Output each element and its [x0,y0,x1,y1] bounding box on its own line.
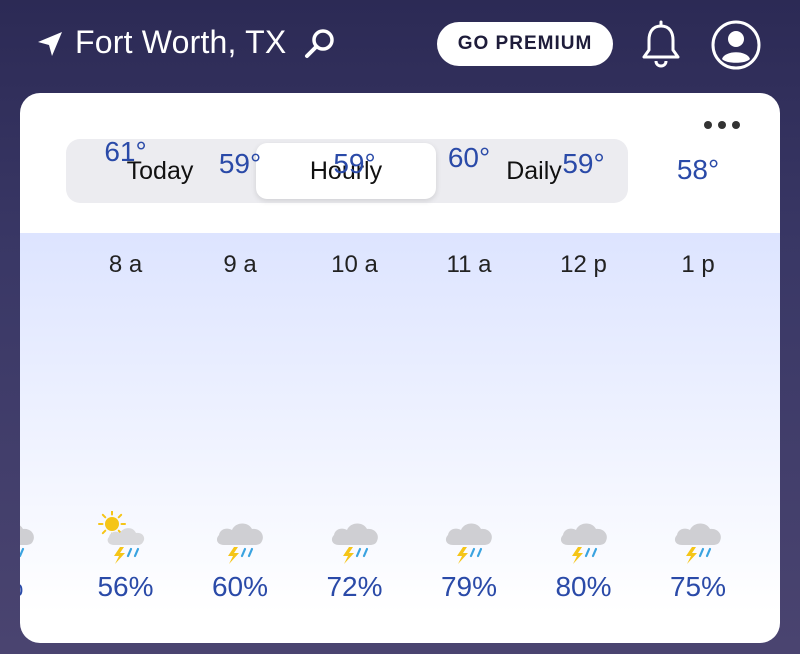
hour-temperature: 59° [333,147,376,179]
tab-daily[interactable]: Daily [506,156,562,185]
hour-temperature: ° [20,130,68,162]
hour-temperature: 61° [104,136,147,168]
account-icon[interactable] [711,20,761,70]
thunderstorm-icon [331,523,378,564]
hour-time: 11 a [446,251,492,278]
hour-column[interactable]: 11 a 60° 79% [412,142,526,613]
forecast-card: Today Hourly Daily a°%8 a61°56%9 a59°60%… [20,93,780,643]
more-options-icon[interactable] [700,117,744,133]
hour-column[interactable]: 12 p 59° 80% [527,148,641,613]
hour-precipitation: 80% [555,571,612,602]
hour-precipitation: 56% [97,571,154,602]
bell-icon[interactable] [639,20,683,68]
hour-temperature: 58° [676,153,720,185]
thunderstorm-icon [560,523,607,564]
thunderstorm-icon [674,523,721,564]
hour-column[interactable]: 8 a 61° 56% [69,136,183,613]
hour-column[interactable]: 1 p 58° 75% [641,154,755,613]
hour-precipitation: 60% [211,571,269,602]
go-premium-button[interactable]: GO PREMIUM [437,22,613,66]
hour-column[interactable]: 9 a 59° 60% [183,148,297,613]
hour-time: a [20,251,68,279]
hour-column[interactable]: a°% [20,233,68,613]
partly-sunny-thunderstorm-icon [97,511,144,564]
app-header: Fort Worth, TX GO PREMIUM [0,0,800,90]
hour-temperature: 59° [562,147,605,179]
hour-precipitation: % [20,571,68,603]
hour-precipitation: 75% [669,571,727,602]
thunderstorm-icon [445,523,492,564]
tab-hourly[interactable]: Hourly [256,143,436,199]
hour-time: 10 a [331,251,378,278]
hour-precipitation: 79% [440,571,498,602]
thunderstorm-icon [20,525,34,558]
location-name[interactable]: Fort Worth, TX [75,24,287,60]
hour-precipitation: 72% [326,571,383,602]
hour-temperature: 59° [218,147,262,179]
forecast-tabs: Today Hourly Daily [66,139,628,203]
hour-time: 9 a [223,251,257,278]
thunderstorm-icon [216,523,263,564]
hour-time: 1 p [681,251,715,278]
location-arrow-icon[interactable] [36,30,64,58]
temperature-area [20,233,780,613]
temperature-chart [20,233,780,613]
tab-today[interactable]: Today [126,156,194,185]
hourly-forecast[interactable]: a°% 8 a 61° 56% 9 a 59° 60% 10 a 59° 72% 11 a 60° 79… [20,136,780,643]
hour-column[interactable]: 10 a 59° 72% [298,148,412,613]
hour-time: 12 p [560,251,607,278]
search-icon[interactable] [304,28,336,60]
hour-time: 8 a [108,251,143,278]
hour-temperature: 60° [447,142,491,173]
